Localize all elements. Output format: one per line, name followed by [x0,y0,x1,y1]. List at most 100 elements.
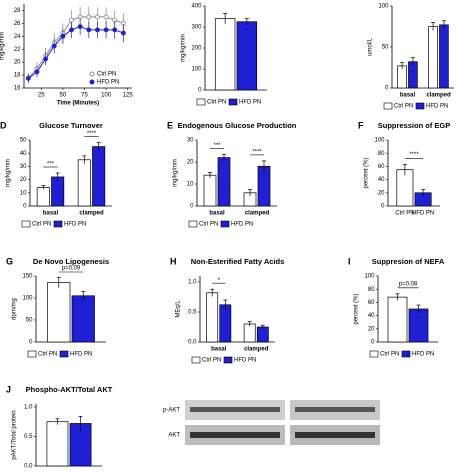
point [69,27,74,33]
y-axis-label: mg/kg/min [181,34,187,62]
y-tick-label: 18 [14,73,21,79]
sig-label: p=0.08 [399,281,418,287]
x-tick-label: 25 [38,93,45,99]
legend-swatch [220,220,230,228]
x-tick-label: basal [43,211,59,217]
y-tick-label: 0.0 [188,340,197,346]
legend-swatch [59,350,69,358]
legend-swatch [53,220,63,228]
legend-label: HFD PN [426,104,448,110]
legend-label: HFD PN [97,80,119,86]
y-axis-label: mg/kg/min [0,32,6,60]
y-tick-label: 10 [187,182,194,188]
sig-label: *** [213,143,221,149]
y-axis-label: MEq/L [176,300,182,318]
sig-label: *** [47,162,55,168]
legend-swatch [369,350,379,358]
blot-label: AKT [168,433,180,439]
point [103,14,109,20]
x-tick-label: basal [400,93,416,99]
y-tick-label: 20 [368,326,375,332]
panel-letter: H [170,256,177,266]
y-tick-label: 1.0 [24,405,33,411]
y-tick-label: 100 [191,67,202,73]
bar [256,326,269,343]
point [86,14,92,20]
legend-label: Ctrl PN [380,352,399,358]
y-tick-label: 30 [20,164,27,170]
point [95,27,100,33]
bar [428,26,438,89]
y-tick-label: 0 [371,340,375,346]
bar [219,304,232,343]
point [120,30,126,36]
legend-swatch [191,356,201,364]
point [77,24,83,30]
blot-band [295,432,375,438]
y-tick-label: 100 [22,296,33,302]
legend-swatch [401,350,411,358]
bar [51,176,65,207]
point [60,33,66,39]
panel-letter: G [6,256,13,266]
bar [92,146,106,207]
y-tick-label: 40 [378,177,385,183]
y-tick-label: 20 [378,190,385,196]
point [34,69,40,75]
y-tick-label: 22 [14,47,21,53]
x-tick-label: clamped [244,347,269,353]
bar [257,166,271,207]
x-tick-label: basal [211,347,227,353]
bar [47,282,71,343]
x-tick-label: basal [209,211,225,217]
legend-swatch [196,98,206,106]
y-tick-label: 100 [378,4,389,10]
blot-label: p-AKT [163,408,180,414]
chart-title: Endogenous Glucose Production [178,121,297,130]
sig-label: **** [252,149,262,155]
legend-marker [89,71,95,77]
y-axis-label: pAKT/Total protein [12,410,18,459]
y-tick-label: 24 [14,34,21,40]
bar [243,323,256,343]
y-tick-label: 60 [378,164,385,170]
blot-band [190,432,280,438]
x-tick-label: 50 [60,93,67,99]
y-axis-label: umol/L [368,37,374,56]
bar [214,18,236,91]
y-axis-label: percent (%) [364,157,370,188]
x-axis-label: Time (Minutes) [57,101,99,107]
legend-label: HFD PN [239,100,261,106]
blot-band [295,407,375,412]
line [28,26,124,79]
bar [217,157,231,207]
y-tick-label: 0 [198,88,202,94]
legend-swatch [223,356,233,364]
point [43,56,48,62]
x-tick-label: HFD PN [412,211,434,217]
x-tick-label: clamped [245,211,270,217]
chart-title: Suppression of EGP [378,121,451,130]
bar [203,174,217,207]
y-tick-label: 100 [374,138,385,144]
panel-letter: J [6,384,11,394]
y-tick-label: 0 [29,340,33,346]
sig-label: **** [409,152,419,158]
x-tick-label: Ctrl PN [395,211,414,217]
y-tick-label: 100 [364,274,375,280]
y-axis-label: mg/kg/min [173,159,179,187]
legend-swatch [228,98,238,106]
y-tick-label: 40 [368,313,375,319]
legend-label: HFD PN [412,352,434,358]
legend-swatch [27,350,37,358]
blot [185,400,380,445]
legend-label: HFD PN [234,358,256,364]
y-tick-label: 50 [20,138,27,144]
point [112,27,118,33]
chart-title: Suppresion of NEFA [372,257,445,266]
line [27,16,124,79]
y-axis-label: mg/kg/min [6,159,12,187]
y-tick-label: 0 [385,86,389,92]
legend-swatch [188,220,198,228]
point [86,27,92,33]
